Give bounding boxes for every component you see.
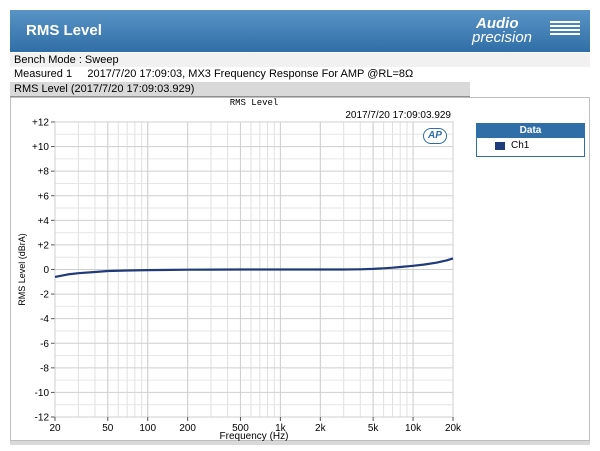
x-tick-label: 100 — [139, 423, 156, 434]
x-tick-label: 5k — [368, 423, 380, 434]
bottom-bar — [10, 441, 590, 445]
y-tick-label: -10 — [35, 388, 50, 399]
x-tick-label: 2k — [315, 423, 327, 434]
bench-mode-row: Bench Mode : Sweep — [10, 53, 590, 67]
graph-subtitle: RMS Level (2017/7/20 17:09:03.929) — [14, 83, 195, 95]
y-tick-label: +12 — [32, 118, 49, 129]
y-tick-label: +4 — [38, 216, 50, 227]
x-tick-label: 1k — [275, 423, 287, 434]
x-tick-label: 20 — [49, 423, 61, 434]
measured-text: Measured 1 2017/7/20 17:09:03, MX3 Frequ… — [14, 68, 414, 80]
y-tick-label: -6 — [40, 339, 49, 350]
window-title: RMS Level — [26, 22, 102, 39]
x-tick-label: 20k — [445, 423, 462, 434]
y-tick-label: 0 — [43, 265, 49, 276]
y-tick-label: +8 — [38, 167, 50, 178]
x-tick-label: 500 — [232, 423, 249, 434]
legend-swatch-icon — [495, 142, 505, 150]
y-tick-label: +2 — [38, 240, 50, 251]
title-bar: RMS Level Audio precision — [10, 10, 590, 52]
legend-item-ch1[interactable]: Ch1 — [477, 138, 584, 154]
y-tick-label: +10 — [32, 142, 49, 153]
logo-text-precision: precision — [472, 29, 533, 46]
y-tick-label: -8 — [40, 363, 49, 374]
chart-frame — [10, 97, 590, 441]
graph-subtitle-bar: RMS Level (2017/7/20 17:09:03.929) — [10, 82, 470, 97]
chart-subtitle: 2017/7/20 17:09:03.929 — [345, 110, 451, 121]
audio-precision-logo: Audio precision — [468, 15, 580, 49]
bench-mode-text: Bench Mode : Sweep — [14, 54, 119, 66]
y-tick-label: -2 — [40, 290, 49, 301]
x-tick-label: 50 — [102, 423, 114, 434]
legend[interactable]: Data Ch1 — [476, 123, 585, 157]
ap-logo-icon: AP — [423, 128, 447, 144]
y-tick-label: -4 — [40, 314, 49, 325]
legend-title: Data — [477, 124, 584, 138]
y-tick-label: +6 — [38, 191, 50, 202]
x-tick-label: 10k — [405, 423, 422, 434]
chart-title: RMS Level — [230, 98, 279, 108]
logo-text-audio: Audio — [476, 15, 519, 32]
y-tick-label: -12 — [35, 413, 50, 424]
measured-row: Measured 1 2017/7/20 17:09:03, MX3 Frequ… — [10, 67, 590, 81]
series-line-ch1 — [54, 257, 454, 278]
x-tick-label: 200 — [179, 423, 196, 434]
legend-label: Ch1 — [511, 140, 530, 151]
logo-bars-icon — [550, 21, 580, 35]
y-axis-label: RMS Level (dBrA) — [17, 233, 27, 306]
x-axis-label: Frequency (Hz) — [220, 431, 289, 442]
